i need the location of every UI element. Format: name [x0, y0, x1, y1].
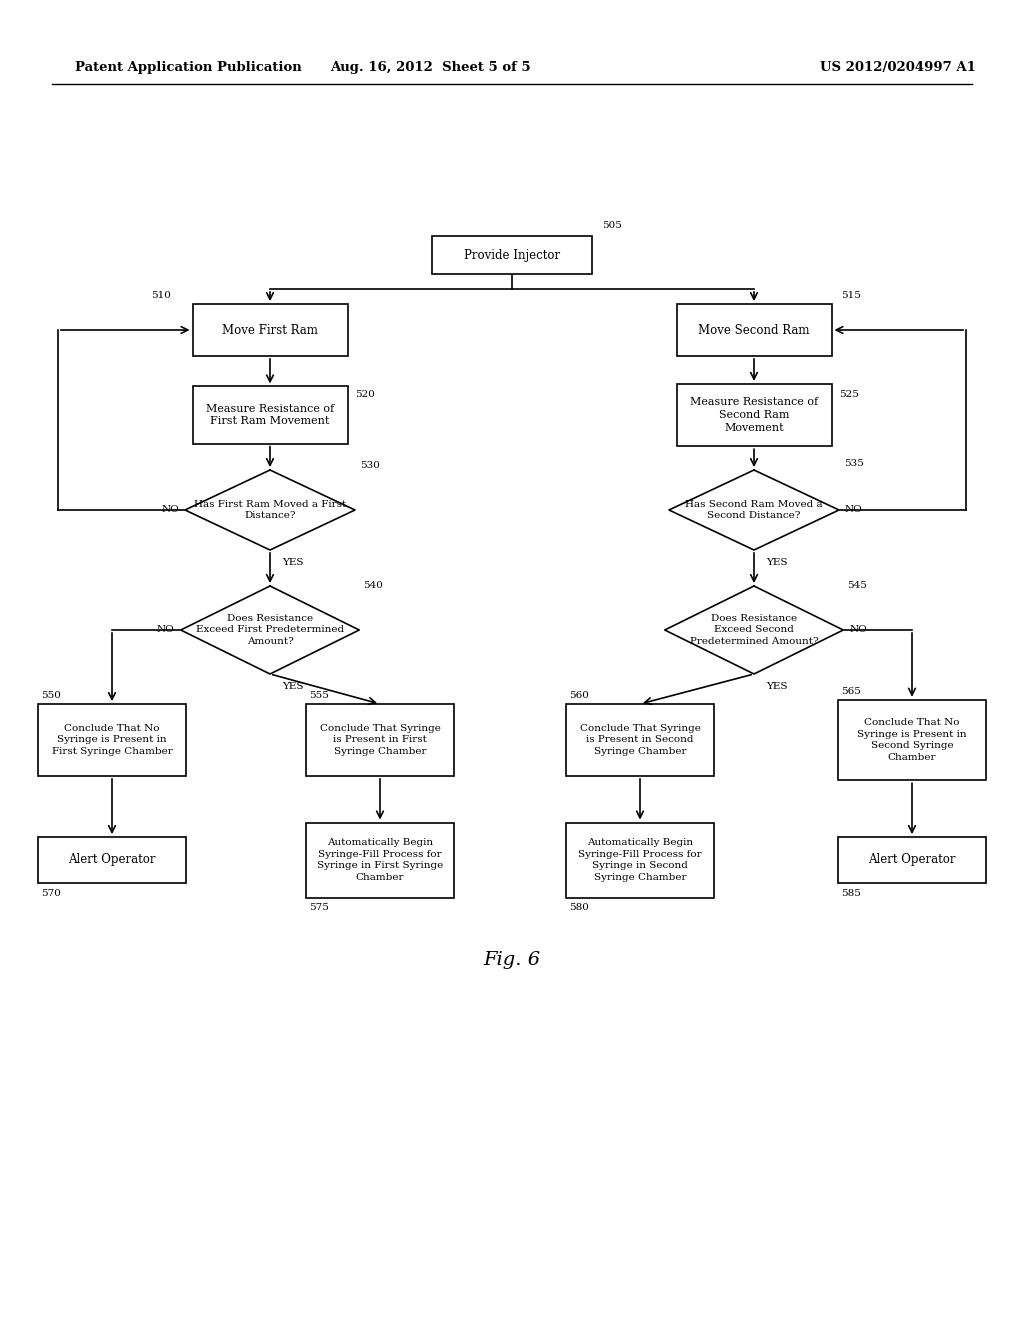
Bar [566, 704, 714, 776]
Text: 550: 550 [41, 690, 60, 700]
Text: Alert Operator: Alert Operator [69, 854, 156, 866]
Text: Conclude That No
Syringe is Present in
Second Syringe
Chamber: Conclude That No Syringe is Present in S… [857, 718, 967, 762]
Text: 585: 585 [841, 888, 861, 898]
Polygon shape [185, 470, 355, 550]
Text: US 2012/0204997 A1: US 2012/0204997 A1 [820, 62, 976, 74]
Text: YES: YES [282, 682, 303, 690]
Text: Patent Application Publication: Patent Application Publication [75, 62, 302, 74]
Text: Conclude That Syringe
is Present in First
Syringe Chamber: Conclude That Syringe is Present in Firs… [319, 725, 440, 756]
Text: Conclude That Syringe
is Present in Second
Syringe Chamber: Conclude That Syringe is Present in Seco… [580, 725, 700, 756]
Text: 535: 535 [844, 459, 864, 469]
Text: NO: NO [161, 506, 179, 515]
Text: 515: 515 [842, 290, 861, 300]
Bar [193, 304, 347, 356]
Bar [432, 236, 592, 275]
Bar [193, 387, 347, 444]
Text: Has Second Ram Moved a
Second Distance?: Has Second Ram Moved a Second Distance? [685, 500, 823, 520]
Polygon shape [669, 470, 839, 550]
Text: Aug. 16, 2012  Sheet 5 of 5: Aug. 16, 2012 Sheet 5 of 5 [330, 62, 530, 74]
Text: 510: 510 [151, 290, 171, 300]
Text: Automatically Begin
Syringe-Fill Process for
Syringe in Second
Syringe Chamber: Automatically Begin Syringe-Fill Process… [579, 838, 701, 882]
Text: 580: 580 [569, 903, 589, 912]
Text: 520: 520 [355, 389, 376, 399]
Text: Conclude That No
Syringe is Present in
First Syringe Chamber: Conclude That No Syringe is Present in F… [51, 725, 172, 756]
Bar [838, 837, 986, 883]
Bar [38, 837, 186, 883]
Text: 545: 545 [848, 581, 867, 590]
Text: Provide Injector: Provide Injector [464, 248, 560, 261]
Text: Fig. 6: Fig. 6 [483, 950, 541, 969]
Text: Measure Resistance of
Second Ram
Movement: Measure Resistance of Second Ram Movemen… [690, 397, 818, 433]
Text: 570: 570 [41, 888, 60, 898]
Bar [38, 704, 186, 776]
Text: YES: YES [282, 558, 303, 568]
Bar [306, 704, 454, 776]
Polygon shape [665, 586, 843, 675]
Bar [677, 384, 831, 446]
Text: NO: NO [849, 626, 867, 635]
Polygon shape [181, 586, 359, 675]
Text: YES: YES [766, 682, 787, 690]
Text: NO: NO [157, 626, 175, 635]
Text: Measure Resistance of
First Ram Movement: Measure Resistance of First Ram Movement [206, 404, 334, 426]
Text: Has First Ram Moved a First
Distance?: Has First Ram Moved a First Distance? [194, 500, 346, 520]
Text: NO: NO [845, 506, 863, 515]
Text: 555: 555 [309, 690, 329, 700]
Bar [838, 700, 986, 780]
Text: 530: 530 [360, 461, 380, 470]
Text: Does Resistance
Exceed First Predetermined
Amount?: Does Resistance Exceed First Predetermin… [196, 614, 344, 645]
Text: 575: 575 [309, 903, 329, 912]
Text: 505: 505 [602, 220, 622, 230]
Text: 540: 540 [364, 581, 383, 590]
Text: Alert Operator: Alert Operator [868, 854, 955, 866]
Text: 525: 525 [840, 389, 859, 399]
Text: 565: 565 [841, 686, 861, 696]
Text: Move Second Ram: Move Second Ram [698, 323, 810, 337]
Bar [566, 822, 714, 898]
Text: Does Resistance
Exceed Second
Predetermined Amount?: Does Resistance Exceed Second Predetermi… [690, 614, 818, 645]
Text: Move First Ram: Move First Ram [222, 323, 317, 337]
Text: 560: 560 [569, 690, 589, 700]
Bar [306, 822, 454, 898]
Text: Automatically Begin
Syringe-Fill Process for
Syringe in First Syringe
Chamber: Automatically Begin Syringe-Fill Process… [316, 838, 443, 882]
Bar [677, 304, 831, 356]
Text: YES: YES [766, 558, 787, 568]
